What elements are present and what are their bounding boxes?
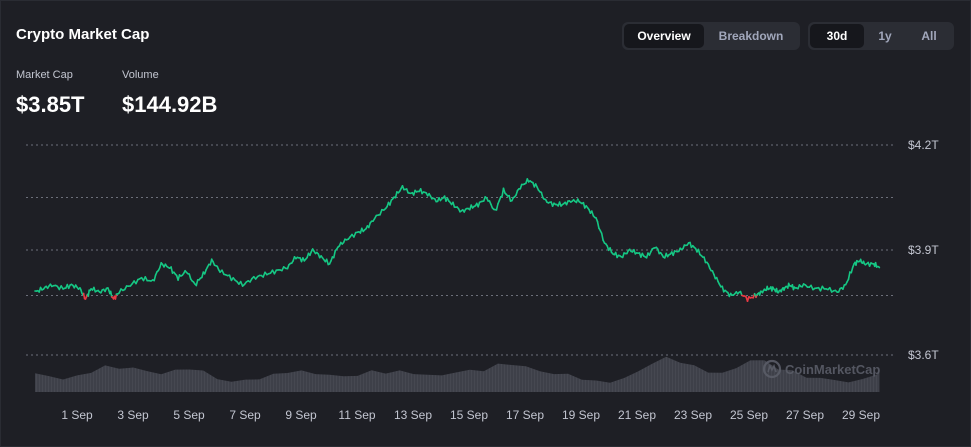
line-segment <box>114 293 118 300</box>
line-segment <box>325 258 330 266</box>
x-tick-label: 1 Sep <box>61 408 93 422</box>
line-segment <box>495 203 499 211</box>
line-segment <box>540 191 544 199</box>
x-tick-label: 15 Sep <box>450 408 488 422</box>
line-segment <box>877 265 881 269</box>
x-tick-label: 13 Sep <box>394 408 432 422</box>
line-segment <box>170 266 174 274</box>
x-tick-label: 19 Sep <box>562 408 600 422</box>
line-segment <box>452 201 456 208</box>
range-all-button[interactable]: All <box>921 29 937 43</box>
line-segment <box>394 191 398 199</box>
line-segment <box>389 199 393 206</box>
y-axis: $4.2T $3.9T $3.6T <box>908 138 939 362</box>
line-segment <box>600 232 604 242</box>
market-cap-line <box>34 178 881 303</box>
x-tick-label: 27 Sep <box>786 408 824 422</box>
tab-breakdown[interactable]: Breakdown <box>718 29 784 43</box>
line-segment <box>177 274 181 281</box>
line-segment <box>109 290 113 298</box>
y-tick-label: $3.9T <box>908 243 939 257</box>
line-segment <box>703 256 707 264</box>
line-segment <box>847 271 851 281</box>
view-toggle: Overview Breakdown <box>622 22 800 50</box>
volume-area <box>34 356 885 392</box>
line-segment <box>87 289 90 297</box>
y-tick-label: $4.2T <box>908 138 939 152</box>
tab-overview[interactable]: Overview <box>624 24 704 48</box>
x-tick-label: 23 Sep <box>674 408 712 422</box>
volume-area-shape <box>35 356 880 392</box>
line-segment <box>850 266 854 274</box>
x-tick-label: 25 Sep <box>730 408 768 422</box>
line-segment <box>188 273 192 280</box>
coinmarketcap-logo-icon <box>762 359 782 379</box>
y-tick-label: $3.6T <box>908 348 939 362</box>
line-segment <box>502 187 506 194</box>
range-30d-button[interactable]: 30d <box>810 24 864 48</box>
x-tick-label: 29 Sep <box>842 408 880 422</box>
line-segment <box>697 248 701 256</box>
volume-label: Volume <box>122 69 159 81</box>
x-axis: 1 Sep 3 Sep 5 Sep 7 Sep 9 Sep 11 Sep 13 Sep 15 … <box>61 408 880 422</box>
x-tick-label: 7 Sep <box>229 408 261 422</box>
x-tick-label: 21 Sep <box>618 408 656 422</box>
x-tick-label: 3 Sep <box>117 408 149 422</box>
line-segment <box>82 292 86 300</box>
line-segment <box>508 194 512 202</box>
line-segment <box>596 220 600 229</box>
x-tick-label: 11 Sep <box>338 408 375 422</box>
volume-value: $144.92B <box>122 92 218 117</box>
market-cap-label: Market Cap <box>16 69 73 81</box>
line-segment <box>367 222 372 229</box>
line-segment <box>332 250 337 259</box>
line-segment <box>153 274 157 282</box>
line-segment <box>379 208 383 216</box>
range-1y-button[interactable]: 1y <box>878 29 892 43</box>
watermark-text: CoinMarketCap <box>785 362 880 377</box>
x-tick-label: 17 Sep <box>506 408 544 422</box>
grid-lines <box>26 144 895 356</box>
chart-title: Crypto Market Cap <box>16 26 150 43</box>
watermark: CoinMarketCap <box>762 359 880 379</box>
market-cap-value: $3.85T <box>16 92 85 117</box>
x-tick-label: 9 Sep <box>285 408 317 422</box>
line-segment <box>590 210 595 217</box>
x-tick-label: 5 Sep <box>173 408 205 422</box>
range-toggle: 30d 1y All <box>808 22 954 50</box>
coinmarketcap-logo-mark <box>767 363 777 373</box>
line-segment <box>195 279 199 287</box>
